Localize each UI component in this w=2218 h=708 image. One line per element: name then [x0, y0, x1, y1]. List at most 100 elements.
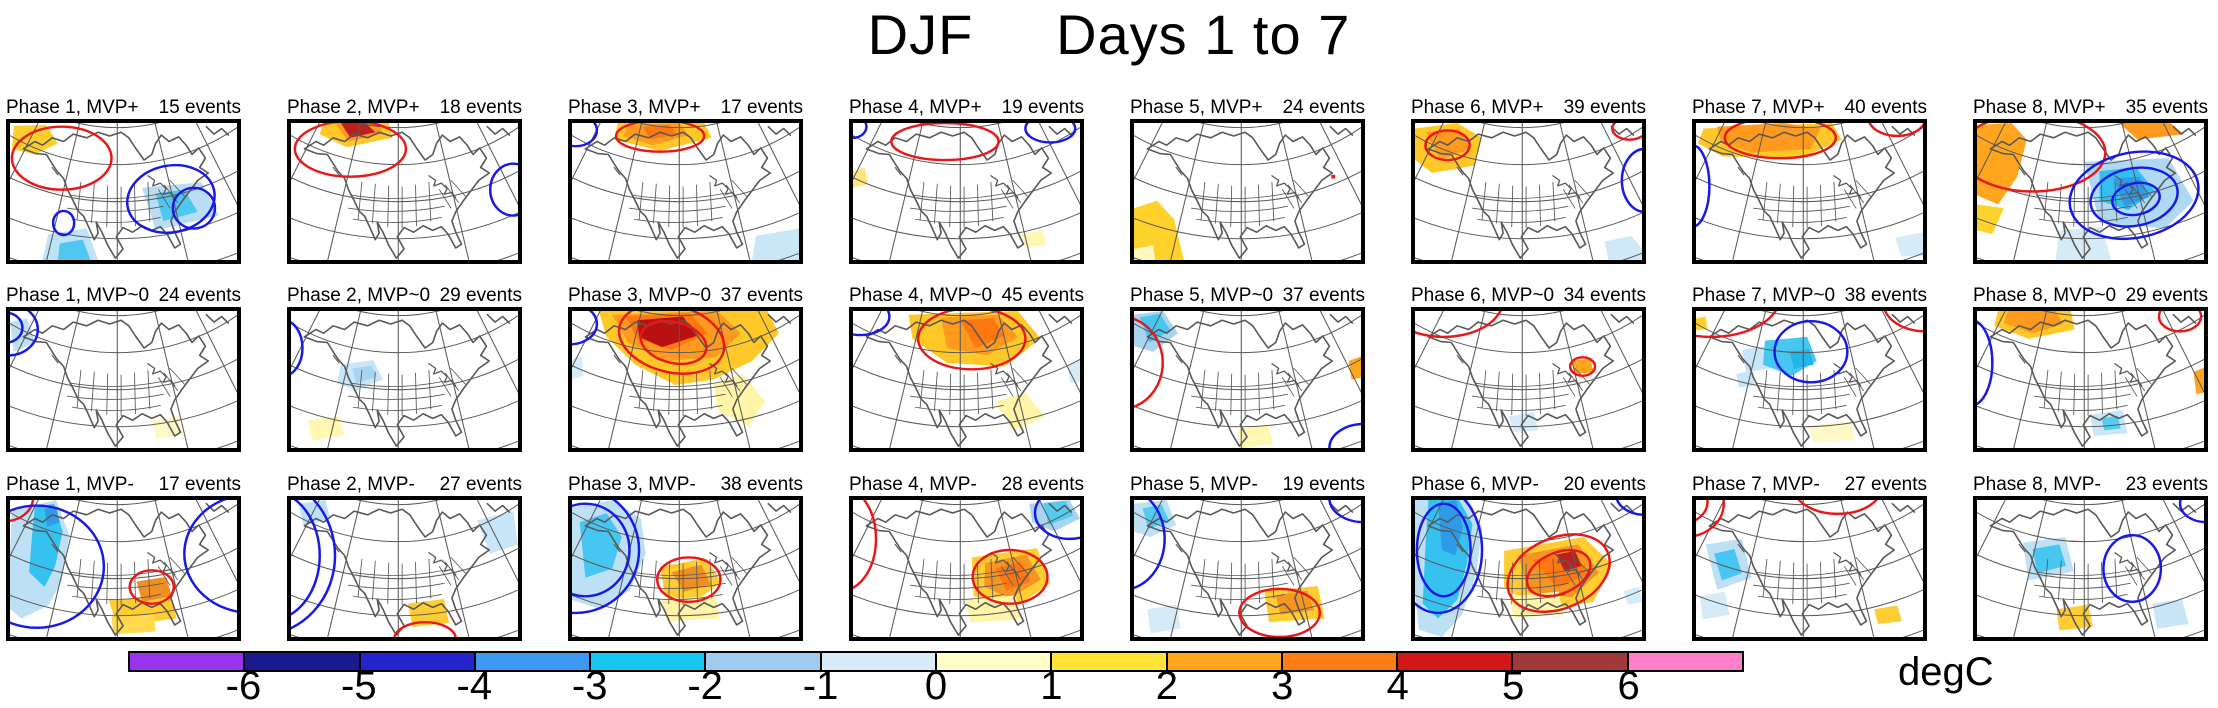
panel-events-label: 24 events [158, 285, 241, 306]
panel-events-label: 38 events [1844, 285, 1927, 306]
panel-events-label: 17 events [720, 97, 803, 118]
map-image [849, 119, 1084, 264]
panel-label: Phase 6, MVP~0 34 events [1411, 284, 1646, 307]
panel-label: Phase 7, MVP+ 40 events [1692, 96, 1927, 119]
colorbar-tick-label: -3 [571, 664, 608, 708]
panel-label: Phase 8, MVP- 23 events [1973, 473, 2208, 496]
colorbar-tick-label: 0 [924, 664, 948, 708]
map-panel: Phase 1, MVP+ 15 events [6, 96, 241, 264]
colorbar [128, 651, 1744, 672]
colorbar-segment [245, 653, 361, 670]
map-image [1692, 119, 1927, 264]
map-image [849, 307, 1084, 452]
panel-events-label: 35 events [2125, 97, 2208, 118]
panel-events-label: 37 events [720, 285, 803, 306]
colorbar-segment [1167, 653, 1283, 670]
panel-label: Phase 4, MVP~0 45 events [849, 284, 1084, 307]
panel-phase-label: Phase 5, MVP+ [1130, 97, 1263, 118]
panel-phase-label: Phase 3, MVP- [568, 474, 696, 495]
panel-label: Phase 3, MVP+ 17 events [568, 96, 803, 119]
colorbar-tick-label: -5 [341, 664, 377, 708]
map-panel: Phase 6, MVP- 20 events [1411, 473, 1646, 641]
colorbar-segment [1398, 653, 1514, 670]
panel-events-label: 29 events [2125, 285, 2208, 306]
panel-events-label: 37 events [1282, 285, 1365, 306]
panel-label: Phase 5, MVP~0 37 events [1130, 284, 1365, 307]
panel-label: Phase 7, MVP- 27 events [1692, 473, 1927, 496]
panel-phase-label: Phase 4, MVP~0 [849, 285, 993, 306]
colorbar-tick-label: -1 [802, 664, 839, 708]
panel-phase-label: Phase 1, MVP- [6, 474, 134, 495]
panel-label: Phase 1, MVP~0 24 events [6, 284, 241, 307]
panel-label: Phase 3, MVP~0 37 events [568, 284, 803, 307]
panel-phase-label: Phase 7, MVP~0 [1692, 285, 1836, 306]
map-image [1411, 496, 1646, 641]
panel-phase-label: Phase 8, MVP- [1973, 474, 2101, 495]
map-image [1411, 119, 1646, 264]
panel-phase-label: Phase 8, MVP~0 [1973, 285, 2117, 306]
panel-phase-label: Phase 7, MVP+ [1692, 97, 1825, 118]
map-panel: Phase 2, MVP~0 29 events [287, 284, 522, 452]
colorbar-tick-label: -6 [225, 664, 262, 708]
colorbar-segment [591, 653, 707, 670]
map-panel: Phase 6, MVP~0 34 events [1411, 284, 1646, 452]
colorbar-segment [1628, 653, 1742, 670]
panel-events-label: 27 events [1844, 474, 1927, 495]
map-image [568, 496, 803, 641]
panel-events-label: 24 events [1282, 97, 1365, 118]
map-image [1973, 496, 2208, 641]
panel-label: Phase 8, MVP~0 29 events [1973, 284, 2208, 307]
map-panel: Phase 1, MVP- 17 events [6, 473, 241, 641]
map-panel: Phase 3, MVP~0 37 events [568, 284, 803, 452]
map-panel: Phase 8, MVP~0 29 events [1973, 284, 2208, 452]
colorbar-segment [130, 653, 246, 670]
map-image [1130, 307, 1365, 452]
map-panel: Phase 2, MVP- 27 events [287, 473, 522, 641]
colorbar-tick-label: 2 [1155, 664, 1178, 708]
panel-phase-label: Phase 6, MVP~0 [1411, 285, 1555, 306]
panel-phase-label: Phase 6, MVP- [1411, 474, 1539, 495]
map-image [1692, 307, 1927, 452]
map-panel: Phase 7, MVP- 27 events [1692, 473, 1927, 641]
map-image [1973, 119, 2208, 264]
panel-events-label: 45 events [1001, 285, 1084, 306]
map-image [1411, 307, 1646, 452]
panel-label: Phase 8, MVP+ 35 events [1973, 96, 2208, 119]
panel-label: Phase 3, MVP- 38 events [568, 473, 803, 496]
panel-label: Phase 1, MVP+ 15 events [6, 96, 241, 119]
colorbar-tick-label: 5 [1502, 664, 1525, 708]
colorbar-tick-label: 6 [1617, 664, 1640, 708]
map-panel: Phase 8, MVP+ 35 events [1973, 96, 2208, 264]
panel-events-label: 27 events [439, 474, 522, 495]
panel-label: Phase 7, MVP~0 38 events [1692, 284, 1927, 307]
panel-phase-label: Phase 5, MVP~0 [1130, 285, 1274, 306]
map-image [1973, 307, 2208, 452]
map-panel: Phase 3, MVP- 38 events [568, 473, 803, 641]
panel-phase-label: Phase 2, MVP+ [287, 97, 420, 118]
panel-label: Phase 2, MVP+ 18 events [287, 96, 522, 119]
panel-events-label: 29 events [439, 285, 522, 306]
colorbar-segment [1052, 653, 1168, 670]
panel-events-label: 39 events [1563, 97, 1646, 118]
map-panel: Phase 5, MVP+ 24 events [1130, 96, 1365, 264]
panel-phase-label: Phase 1, MVP+ [6, 97, 139, 118]
panel-label: Phase 2, MVP- 27 events [287, 473, 522, 496]
panel-events-label: 19 events [1001, 97, 1084, 118]
panel-events-label: 28 events [1001, 474, 1084, 495]
colorbar-segment [936, 653, 1053, 670]
panel-label: Phase 5, MVP+ 24 events [1130, 96, 1365, 119]
panel-phase-label: Phase 6, MVP+ [1411, 97, 1544, 118]
map-image [1130, 496, 1365, 641]
map-panel: Phase 1, MVP~0 24 events [6, 284, 241, 452]
panel-label: Phase 5, MVP- 19 events [1130, 473, 1365, 496]
map-image [568, 307, 803, 452]
panel-events-label: 38 events [720, 474, 803, 495]
colorbar-units-label: degC [1898, 650, 1994, 694]
panel-label: Phase 4, MVP- 28 events [849, 473, 1084, 496]
map-image [1130, 119, 1365, 264]
map-image [6, 119, 241, 264]
map-panel: Phase 4, MVP~0 45 events [849, 284, 1084, 452]
map-panel: Phase 4, MVP- 28 events [849, 473, 1084, 641]
map-image [287, 119, 522, 264]
